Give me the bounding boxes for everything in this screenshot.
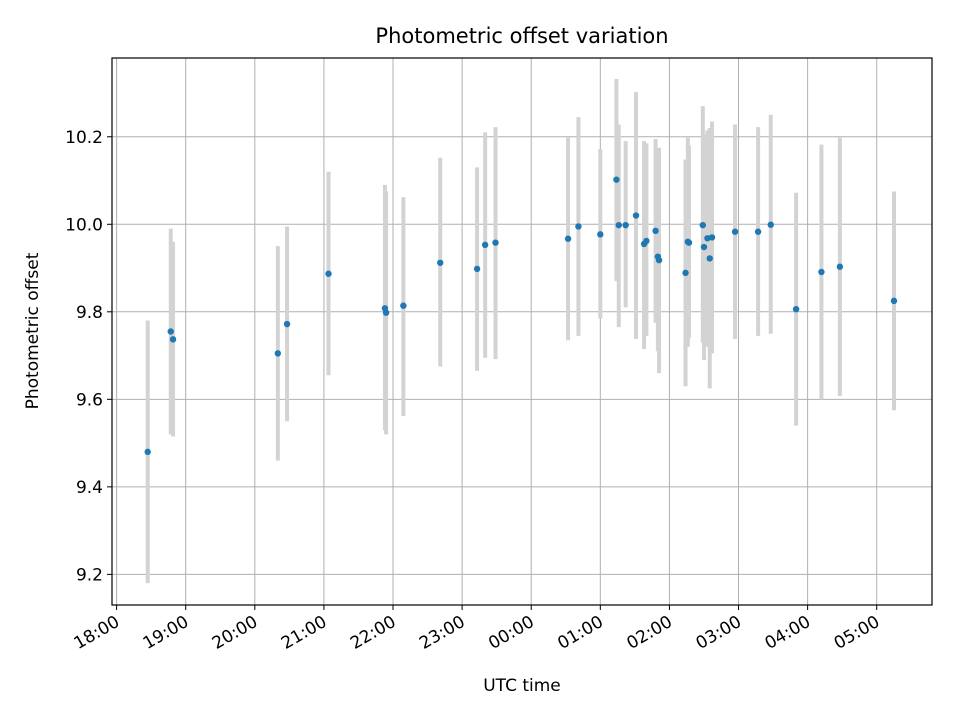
- data-point: [382, 309, 390, 316]
- data-point: [700, 243, 708, 251]
- data-point: [144, 448, 151, 456]
- data-point: [818, 268, 825, 276]
- y-tick-label: 9.2: [76, 565, 103, 585]
- data-point: [481, 241, 489, 249]
- data-point: [325, 270, 332, 277]
- data-point: [564, 235, 572, 242]
- data-point: [283, 320, 291, 328]
- y-tick-label: 10.0: [65, 215, 103, 235]
- data-point: [699, 221, 707, 229]
- data-point: [706, 255, 713, 262]
- y-axis-ticks: 9.2 9.4 9.6 9.8 10.0 10.2: [65, 128, 112, 585]
- data-point: [613, 176, 620, 183]
- data-point: [685, 239, 693, 246]
- y-tick-label: 9.8: [76, 303, 103, 323]
- data-point: [169, 336, 177, 343]
- data-point: [167, 328, 174, 335]
- y-axis-label: Photometric offset: [23, 252, 43, 409]
- data-point: [792, 305, 800, 313]
- data-point: [655, 256, 663, 264]
- data-point: [492, 239, 499, 246]
- y-tick-label: 10.2: [65, 128, 103, 148]
- data-point: [754, 228, 762, 235]
- data-point: [708, 234, 716, 241]
- data-point: [597, 231, 604, 238]
- data-point: [473, 265, 481, 273]
- data-point: [682, 269, 689, 277]
- data-point: [890, 297, 898, 305]
- data-point: [400, 302, 407, 309]
- data-point: [632, 212, 640, 219]
- x-axis-label: UTC time: [483, 676, 561, 696]
- data-point: [731, 228, 739, 235]
- y-tick-label: 9.4: [76, 478, 103, 498]
- data-point: [575, 223, 582, 230]
- data-point: [836, 263, 844, 270]
- data-point: [767, 221, 774, 228]
- data-point: [615, 221, 622, 229]
- data-point: [652, 227, 659, 235]
- data-points: [144, 176, 898, 456]
- data-point: [437, 259, 444, 266]
- plot-frame: [111, 57, 933, 606]
- data-point: [274, 350, 282, 357]
- chart-title: Photometric offset variation: [375, 24, 668, 48]
- y-tick-label: 9.6: [76, 390, 103, 410]
- data-point: [622, 221, 629, 229]
- grid: [112, 58, 932, 605]
- data-point: [643, 237, 650, 245]
